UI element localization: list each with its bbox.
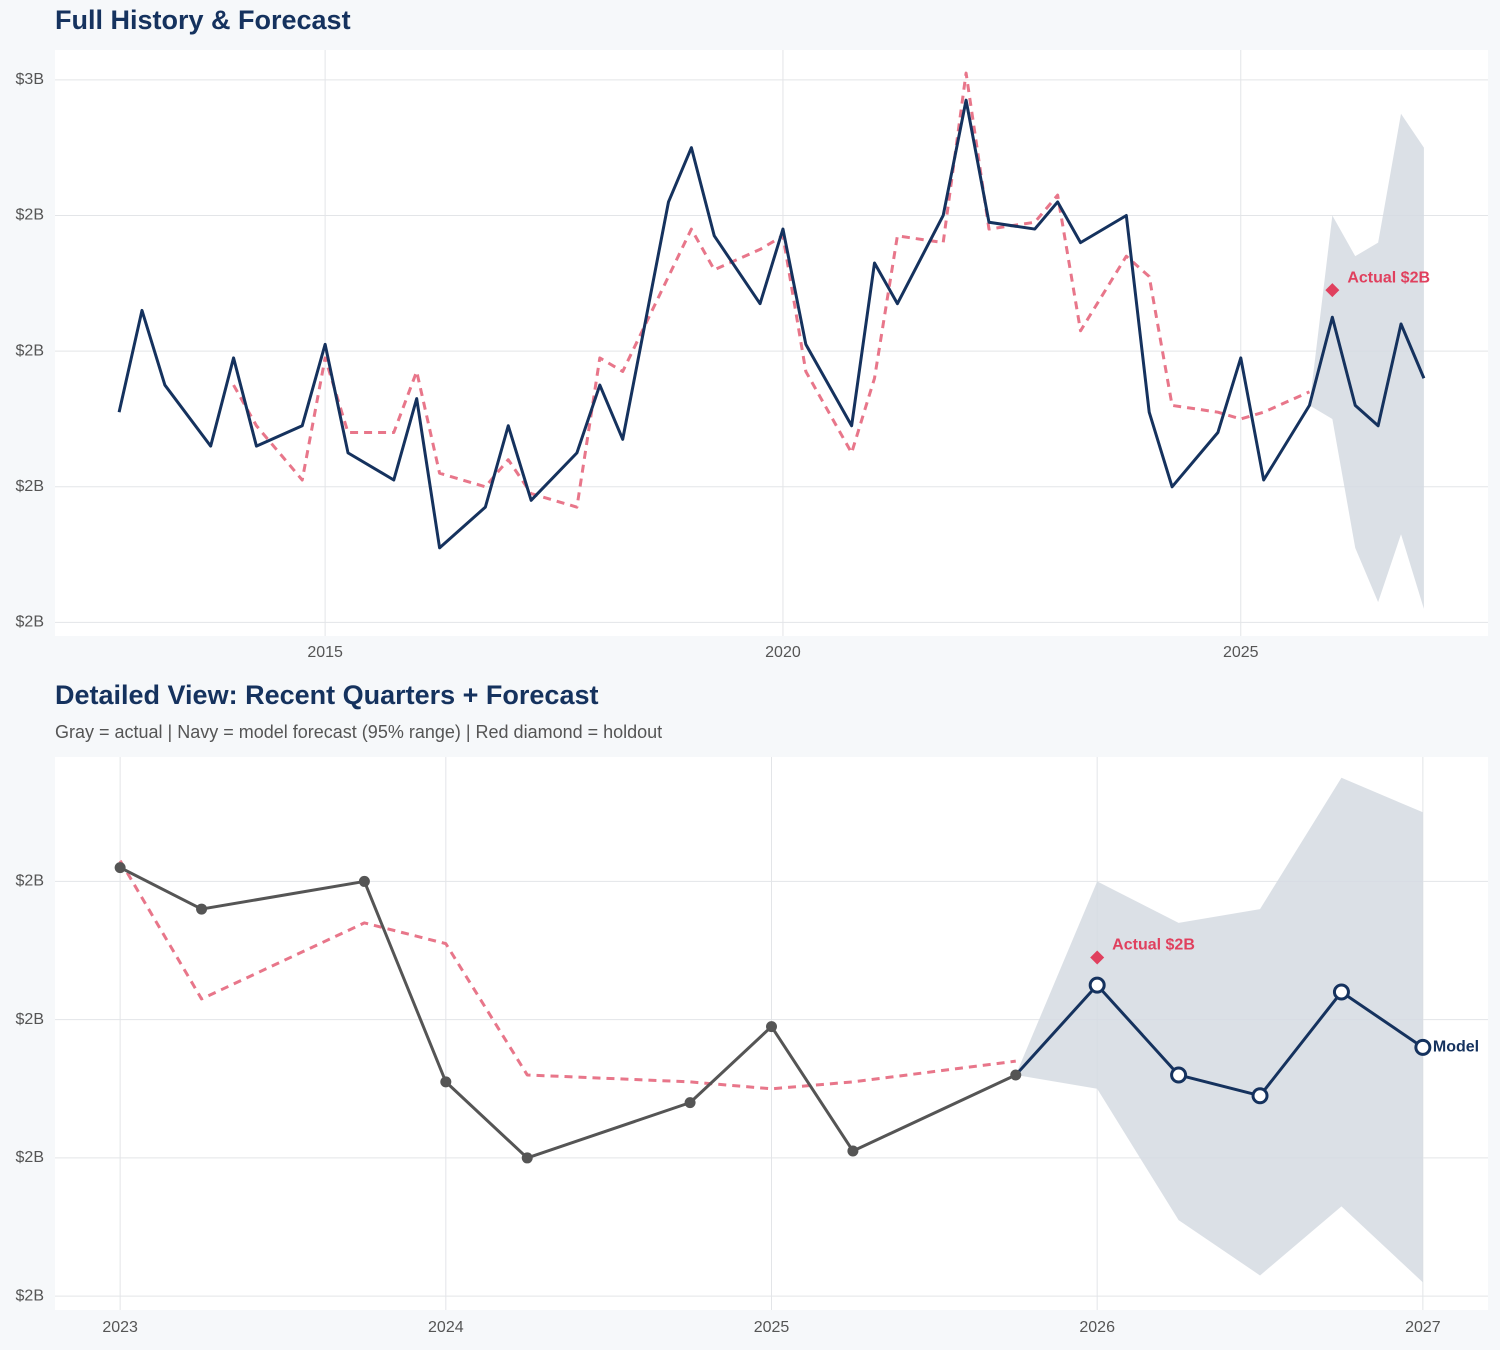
x-tick-label: 2020 xyxy=(765,644,801,661)
y-tick-label: $2B xyxy=(16,1149,44,1166)
end-label: Model xyxy=(1433,1039,1479,1056)
series-line xyxy=(117,98,1426,550)
y-tick-label: $2B xyxy=(16,342,44,359)
y-tick-label: $2B xyxy=(16,614,44,631)
data-point xyxy=(521,1152,533,1164)
series-line xyxy=(232,71,1311,509)
series-line xyxy=(118,859,1016,1091)
chart-title: Detailed View: Recent Quarters + Forecas… xyxy=(55,680,598,710)
y-tick-label: $2B xyxy=(16,1011,44,1028)
chart: Detailed View: Recent Quarters + Forecas… xyxy=(16,680,1488,1336)
data-point xyxy=(847,1145,859,1157)
data-point xyxy=(1414,1038,1432,1056)
data-point xyxy=(766,1021,777,1033)
y-tick-label: $2B xyxy=(16,478,44,495)
data-point xyxy=(1010,1069,1022,1081)
chart-subtitle: Gray = actual | Navy = model forecast (9… xyxy=(55,722,662,742)
y-tick-label: $2B xyxy=(16,873,44,890)
y-tick-label: $3B xyxy=(16,71,44,88)
data-point xyxy=(196,903,208,915)
data-point xyxy=(1332,983,1350,1001)
chart-title: Full History & Forecast xyxy=(55,5,351,35)
forecast-band xyxy=(1015,777,1423,1283)
y-tick-label: $2B xyxy=(16,207,44,224)
chart: Full History & Forecast $2B $2B $2B $2B $3B 20… xyxy=(16,5,1488,661)
data-point xyxy=(1088,976,1106,994)
data-point xyxy=(1170,1066,1188,1084)
holdout-diamond xyxy=(1090,950,1105,965)
annotation-label: Actual $2B xyxy=(1112,937,1195,954)
x-tick-label: 2015 xyxy=(307,644,343,661)
plot-area xyxy=(55,50,1488,636)
series-line xyxy=(1014,983,1424,1098)
data-point xyxy=(114,862,126,874)
data-point xyxy=(440,1076,452,1088)
x-tick-label: 2024 xyxy=(428,1319,464,1336)
forecast-band xyxy=(1309,113,1424,609)
x-tick-label: 2026 xyxy=(1079,1319,1115,1336)
x-tick-label: 2025 xyxy=(1223,644,1259,661)
annotation-label: Actual $2B xyxy=(1347,269,1430,286)
data-point xyxy=(358,875,370,887)
data-point xyxy=(684,1097,696,1109)
holdout-diamond xyxy=(1325,283,1340,298)
y-tick-label: $2B xyxy=(16,1287,44,1304)
data-point xyxy=(1251,1087,1269,1105)
x-tick-label: 2027 xyxy=(1405,1319,1441,1336)
x-tick-label: 2025 xyxy=(754,1319,790,1336)
x-tick-label: 2023 xyxy=(102,1319,138,1336)
